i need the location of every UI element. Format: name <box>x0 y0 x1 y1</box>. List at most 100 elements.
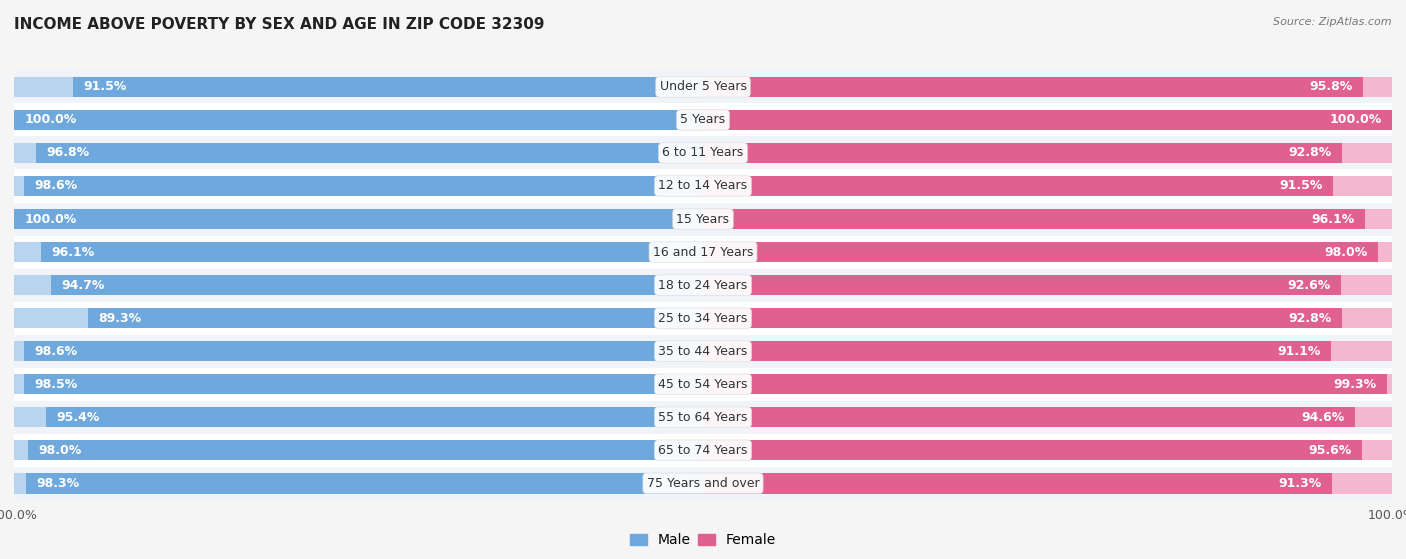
Bar <box>703 407 1392 428</box>
Bar <box>14 70 1392 103</box>
Bar <box>703 308 1343 328</box>
Bar <box>703 242 1392 262</box>
Legend: Male, Female: Male, Female <box>624 528 782 553</box>
Bar <box>14 103 1392 136</box>
Text: 92.6%: 92.6% <box>1288 278 1330 292</box>
Text: 92.8%: 92.8% <box>1289 311 1331 325</box>
Text: 95.8%: 95.8% <box>1309 80 1353 93</box>
Bar <box>28 440 703 461</box>
Text: 98.0%: 98.0% <box>1324 245 1368 259</box>
Text: 96.8%: 96.8% <box>46 146 90 159</box>
Text: 25 to 34 Years: 25 to 34 Years <box>658 311 748 325</box>
Bar <box>703 242 1378 262</box>
Bar <box>14 242 703 262</box>
Bar <box>703 341 1392 361</box>
Bar <box>14 401 1392 434</box>
Bar <box>14 275 703 295</box>
Text: 98.5%: 98.5% <box>35 378 77 391</box>
Text: 100.0%: 100.0% <box>24 212 77 225</box>
Text: 98.6%: 98.6% <box>34 345 77 358</box>
Text: Under 5 Years: Under 5 Years <box>659 80 747 93</box>
Text: 98.3%: 98.3% <box>37 477 79 490</box>
Bar <box>703 275 1392 295</box>
Text: 16 and 17 Years: 16 and 17 Years <box>652 245 754 259</box>
Text: 6 to 11 Years: 6 to 11 Years <box>662 146 744 159</box>
Text: 55 to 64 Years: 55 to 64 Years <box>658 411 748 424</box>
Text: 96.1%: 96.1% <box>51 245 94 259</box>
Bar <box>703 143 1392 163</box>
Bar <box>14 143 703 163</box>
Bar <box>73 77 703 97</box>
Text: 94.7%: 94.7% <box>60 278 104 292</box>
Text: 98.0%: 98.0% <box>38 444 82 457</box>
Text: 96.1%: 96.1% <box>1312 212 1355 225</box>
Text: 91.3%: 91.3% <box>1278 477 1322 490</box>
Bar <box>703 308 1392 328</box>
Bar <box>703 176 1392 196</box>
Bar <box>14 209 703 229</box>
Bar <box>703 407 1355 428</box>
Bar <box>703 341 1330 361</box>
Bar <box>41 242 703 262</box>
Bar <box>703 473 1392 494</box>
Text: 94.6%: 94.6% <box>1301 411 1344 424</box>
Bar <box>14 335 1392 368</box>
Bar <box>14 176 703 196</box>
Bar <box>703 374 1388 395</box>
Bar <box>14 407 703 428</box>
Bar <box>703 77 1362 97</box>
Text: 91.5%: 91.5% <box>1279 179 1323 192</box>
Text: INCOME ABOVE POVERTY BY SEX AND AGE IN ZIP CODE 32309: INCOME ABOVE POVERTY BY SEX AND AGE IN Z… <box>14 17 544 32</box>
Bar <box>14 473 703 494</box>
Bar <box>87 308 703 328</box>
Bar <box>14 268 1392 302</box>
Bar <box>14 77 703 97</box>
Text: 12 to 14 Years: 12 to 14 Years <box>658 179 748 192</box>
Bar <box>14 235 1392 268</box>
Bar <box>14 110 703 130</box>
Text: 92.8%: 92.8% <box>1289 146 1331 159</box>
Text: 91.5%: 91.5% <box>83 80 127 93</box>
Bar <box>14 302 1392 335</box>
Bar <box>14 136 1392 169</box>
Text: 98.6%: 98.6% <box>34 179 77 192</box>
Bar <box>24 176 703 196</box>
Bar <box>24 374 703 395</box>
Bar <box>703 77 1392 97</box>
Bar <box>51 275 703 295</box>
Bar <box>703 440 1392 461</box>
Text: 100.0%: 100.0% <box>1329 113 1382 126</box>
Bar <box>14 209 703 229</box>
Bar <box>14 368 1392 401</box>
Text: 99.3%: 99.3% <box>1334 378 1376 391</box>
Bar <box>24 341 703 361</box>
Bar <box>703 374 1392 395</box>
Bar <box>703 176 1333 196</box>
Bar <box>14 169 1392 202</box>
Bar <box>703 209 1392 229</box>
Text: 35 to 44 Years: 35 to 44 Years <box>658 345 748 358</box>
Text: 91.1%: 91.1% <box>1277 345 1320 358</box>
Bar <box>14 440 703 461</box>
Bar <box>46 407 703 428</box>
Bar <box>703 209 1365 229</box>
Text: 100.0%: 100.0% <box>24 113 77 126</box>
Text: 75 Years and over: 75 Years and over <box>647 477 759 490</box>
Bar <box>703 110 1392 130</box>
Bar <box>703 110 1392 130</box>
Bar <box>25 473 703 494</box>
Bar <box>14 374 703 395</box>
Text: 15 Years: 15 Years <box>676 212 730 225</box>
Text: 18 to 24 Years: 18 to 24 Years <box>658 278 748 292</box>
Bar <box>14 467 1392 500</box>
Bar <box>703 275 1341 295</box>
Bar <box>703 143 1343 163</box>
Bar <box>14 202 1392 235</box>
Text: 5 Years: 5 Years <box>681 113 725 126</box>
Bar <box>14 308 703 328</box>
Bar <box>14 341 703 361</box>
Text: Source: ZipAtlas.com: Source: ZipAtlas.com <box>1274 17 1392 27</box>
Bar <box>14 110 703 130</box>
Text: 45 to 54 Years: 45 to 54 Years <box>658 378 748 391</box>
Bar <box>703 440 1361 461</box>
